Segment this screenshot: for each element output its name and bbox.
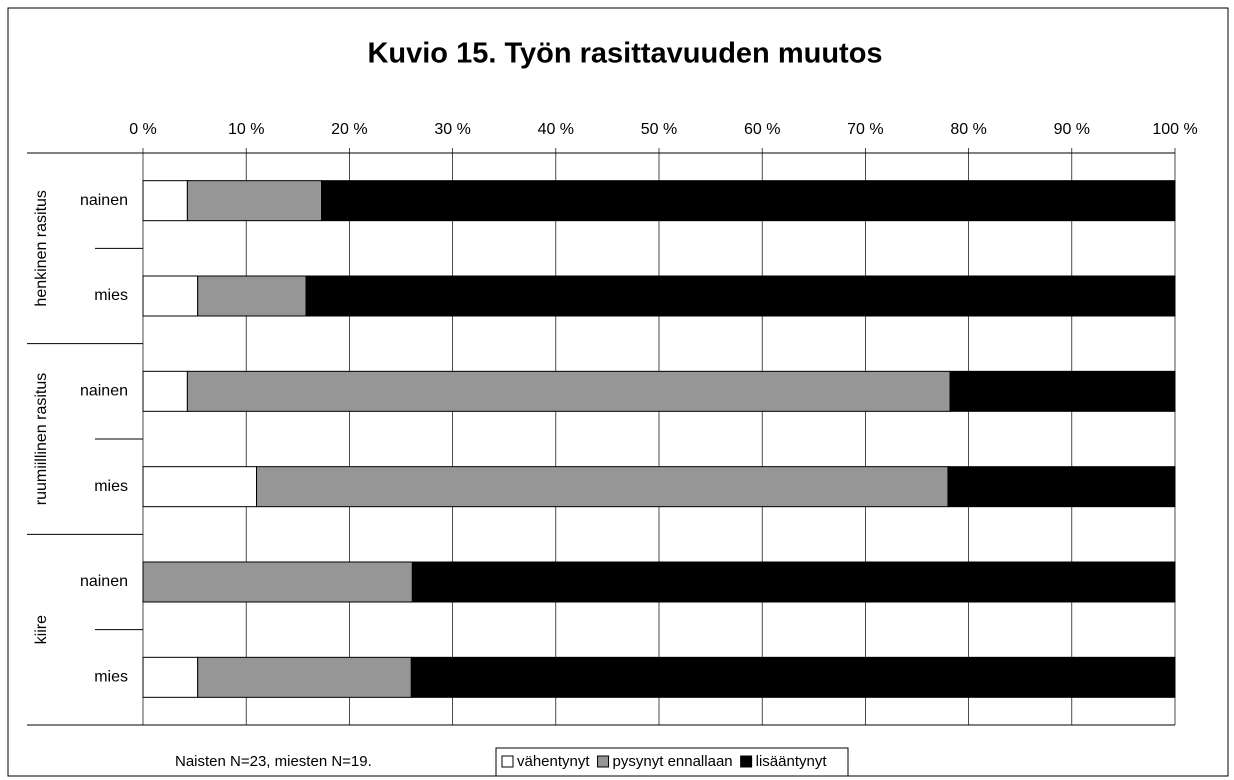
bar-segment <box>186 180 323 222</box>
y-tick-label: nainen <box>80 192 128 209</box>
bar-segment <box>947 466 1176 508</box>
bar-segment <box>142 561 413 603</box>
y-tick-label: mies <box>94 669 128 686</box>
y-tick-label: mies <box>94 287 128 304</box>
bar-segment <box>949 370 1176 412</box>
x-tick-label: 90 % <box>1054 121 1090 138</box>
legend: vähentynyt pysynyt ennallaan lisääntynyt <box>495 747 849 777</box>
x-tick-label: 80 % <box>950 121 986 138</box>
y-tick-label: mies <box>94 478 128 495</box>
bar-segment <box>305 275 1176 317</box>
legend-label: vähentynyt <box>517 753 590 770</box>
bar-segment <box>256 466 949 508</box>
bar-segment <box>142 275 199 317</box>
group-label: ruumiillinen rasitus <box>33 373 50 506</box>
y-tick-label: nainen <box>80 383 128 400</box>
x-tick-label: 70 % <box>847 121 883 138</box>
group-label: kiire <box>33 615 50 644</box>
bar-segment <box>410 656 1176 698</box>
bar-segment <box>142 370 188 412</box>
x-tick-label: 0 % <box>129 121 157 138</box>
y-tick-label: nainen <box>80 573 128 590</box>
legend-swatch <box>501 755 514 768</box>
legend-frame <box>495 747 849 777</box>
x-tick-label: 40 % <box>538 121 574 138</box>
x-tick-label: 30 % <box>434 121 470 138</box>
x-tick-label: 100 % <box>1152 121 1197 138</box>
x-tick-label: 50 % <box>641 121 677 138</box>
x-tick-label: 10 % <box>228 121 264 138</box>
legend-label: lisääntynyt <box>756 753 828 770</box>
bar-segment <box>186 370 951 412</box>
legend-label: pysynyt ennallaan <box>613 753 733 770</box>
chart-title: Kuvio 15. Työn rasittavuuden muutos <box>367 38 882 70</box>
legend-swatch <box>597 755 610 768</box>
bar-segment <box>197 275 307 317</box>
bar-segment <box>197 656 412 698</box>
x-tick-label: 60 % <box>744 121 780 138</box>
bar-segment <box>142 180 188 222</box>
note: Naisten N=23, miesten N=19. <box>175 753 372 770</box>
bar-segment <box>142 466 258 508</box>
legend-swatch <box>740 755 753 768</box>
bar-segment <box>411 561 1176 603</box>
bar-segment <box>142 656 199 698</box>
x-tick-label: 20 % <box>331 121 367 138</box>
group-label: henkinen rasitus <box>33 190 50 307</box>
bar-segment <box>321 180 1176 222</box>
